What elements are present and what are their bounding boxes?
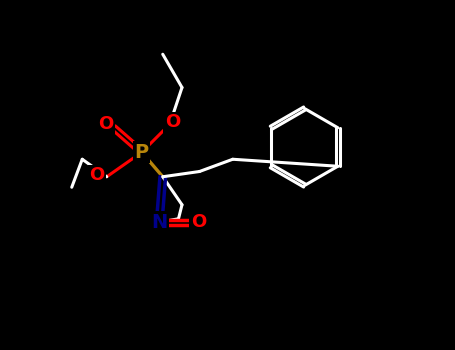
Text: O: O xyxy=(89,166,105,184)
Text: P: P xyxy=(135,143,149,162)
Text: O: O xyxy=(165,113,180,131)
Text: O: O xyxy=(98,114,114,133)
Text: N: N xyxy=(151,213,167,232)
Text: O: O xyxy=(191,213,206,231)
